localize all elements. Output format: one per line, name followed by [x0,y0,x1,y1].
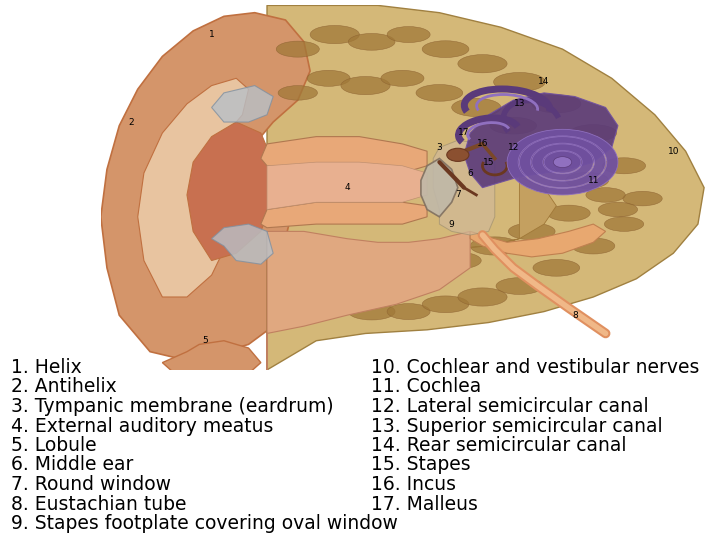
Ellipse shape [570,125,616,141]
Text: 1. Helix: 1. Helix [11,358,81,377]
Polygon shape [187,122,273,261]
Text: 3. Tympanic membrane (eardrum): 3. Tympanic membrane (eardrum) [11,397,333,416]
Text: 8. Eustachian tube: 8. Eustachian tube [11,495,186,514]
Polygon shape [267,177,557,370]
Text: 12: 12 [508,143,519,152]
Text: 11. Cochlea: 11. Cochlea [371,377,481,396]
Ellipse shape [387,303,430,320]
Ellipse shape [434,252,481,269]
Ellipse shape [285,290,323,304]
Ellipse shape [566,172,608,188]
Wedge shape [519,137,606,188]
Ellipse shape [496,278,543,294]
Text: 2. Antihelix: 2. Antihelix [11,377,117,396]
Ellipse shape [533,259,580,276]
Polygon shape [267,162,427,210]
Ellipse shape [623,191,662,206]
Ellipse shape [531,94,581,113]
Ellipse shape [361,267,408,284]
Text: 7. Round window: 7. Round window [11,475,171,494]
Ellipse shape [422,296,469,313]
Ellipse shape [278,85,318,100]
Ellipse shape [603,158,646,174]
Polygon shape [470,224,606,257]
Ellipse shape [387,26,430,43]
Polygon shape [138,78,248,297]
Circle shape [447,148,469,161]
Polygon shape [101,13,310,359]
Ellipse shape [598,202,638,217]
Text: 7: 7 [455,191,461,199]
Text: 16. Incus: 16. Incus [371,475,456,494]
Ellipse shape [422,40,469,58]
Polygon shape [261,137,427,173]
Ellipse shape [325,260,369,276]
Text: 5: 5 [202,336,208,345]
Text: 10: 10 [667,147,679,156]
Polygon shape [261,202,427,228]
Text: 5. Lobule: 5. Lobule [11,436,96,455]
Polygon shape [212,85,273,122]
Ellipse shape [400,264,443,280]
Polygon shape [464,93,618,187]
Ellipse shape [381,70,424,86]
Ellipse shape [416,84,463,102]
Text: 17: 17 [458,129,469,138]
Wedge shape [531,144,593,180]
Wedge shape [507,130,618,195]
Ellipse shape [547,205,590,221]
Text: 15: 15 [483,158,495,167]
Circle shape [553,157,572,167]
Text: 8: 8 [572,310,577,320]
Text: 15. Stapes: 15. Stapes [371,456,470,475]
Text: 11: 11 [588,176,599,185]
Ellipse shape [307,70,350,86]
Text: 14: 14 [539,77,549,86]
Text: 14. Rear semicircular canal: 14. Rear semicircular canal [371,436,626,455]
Ellipse shape [458,288,507,306]
Text: 1: 1 [209,30,215,39]
Polygon shape [163,341,261,377]
Ellipse shape [508,223,555,240]
Ellipse shape [313,296,356,312]
Text: 4. External auditory meatus: 4. External auditory meatus [11,416,273,435]
Ellipse shape [297,246,336,261]
Ellipse shape [348,33,395,50]
Ellipse shape [604,217,644,232]
Text: 3: 3 [436,143,442,152]
Ellipse shape [470,237,519,255]
Ellipse shape [276,41,320,57]
Polygon shape [212,224,273,264]
Ellipse shape [458,55,507,73]
Text: 6: 6 [467,168,473,178]
Text: 10. Cochlear and vestibular nerves: 10. Cochlear and vestibular nerves [371,358,699,377]
Ellipse shape [586,187,625,202]
Text: 6. Middle ear: 6. Middle ear [11,456,133,475]
Wedge shape [544,151,581,173]
Text: 13. Superior semicircular canal: 13. Superior semicircular canal [371,416,662,435]
Text: 17. Malleus: 17. Malleus [371,495,477,514]
Text: 16: 16 [477,139,488,148]
Polygon shape [267,5,704,370]
Ellipse shape [341,77,390,94]
Ellipse shape [493,72,545,91]
Text: 2: 2 [129,118,135,126]
Ellipse shape [310,25,359,44]
Text: 13: 13 [513,99,525,109]
Polygon shape [421,159,458,217]
Polygon shape [433,140,495,235]
Ellipse shape [490,117,536,134]
Text: 12. Lateral semicircular canal: 12. Lateral semicircular canal [371,397,649,416]
Text: 9: 9 [449,220,454,228]
Ellipse shape [348,303,395,320]
Ellipse shape [572,238,615,254]
Text: 9. Stapes footplate covering oval window: 9. Stapes footplate covering oval window [11,514,397,533]
Ellipse shape [526,142,575,160]
Polygon shape [267,231,470,370]
Ellipse shape [451,98,501,117]
Text: 4: 4 [344,183,350,192]
